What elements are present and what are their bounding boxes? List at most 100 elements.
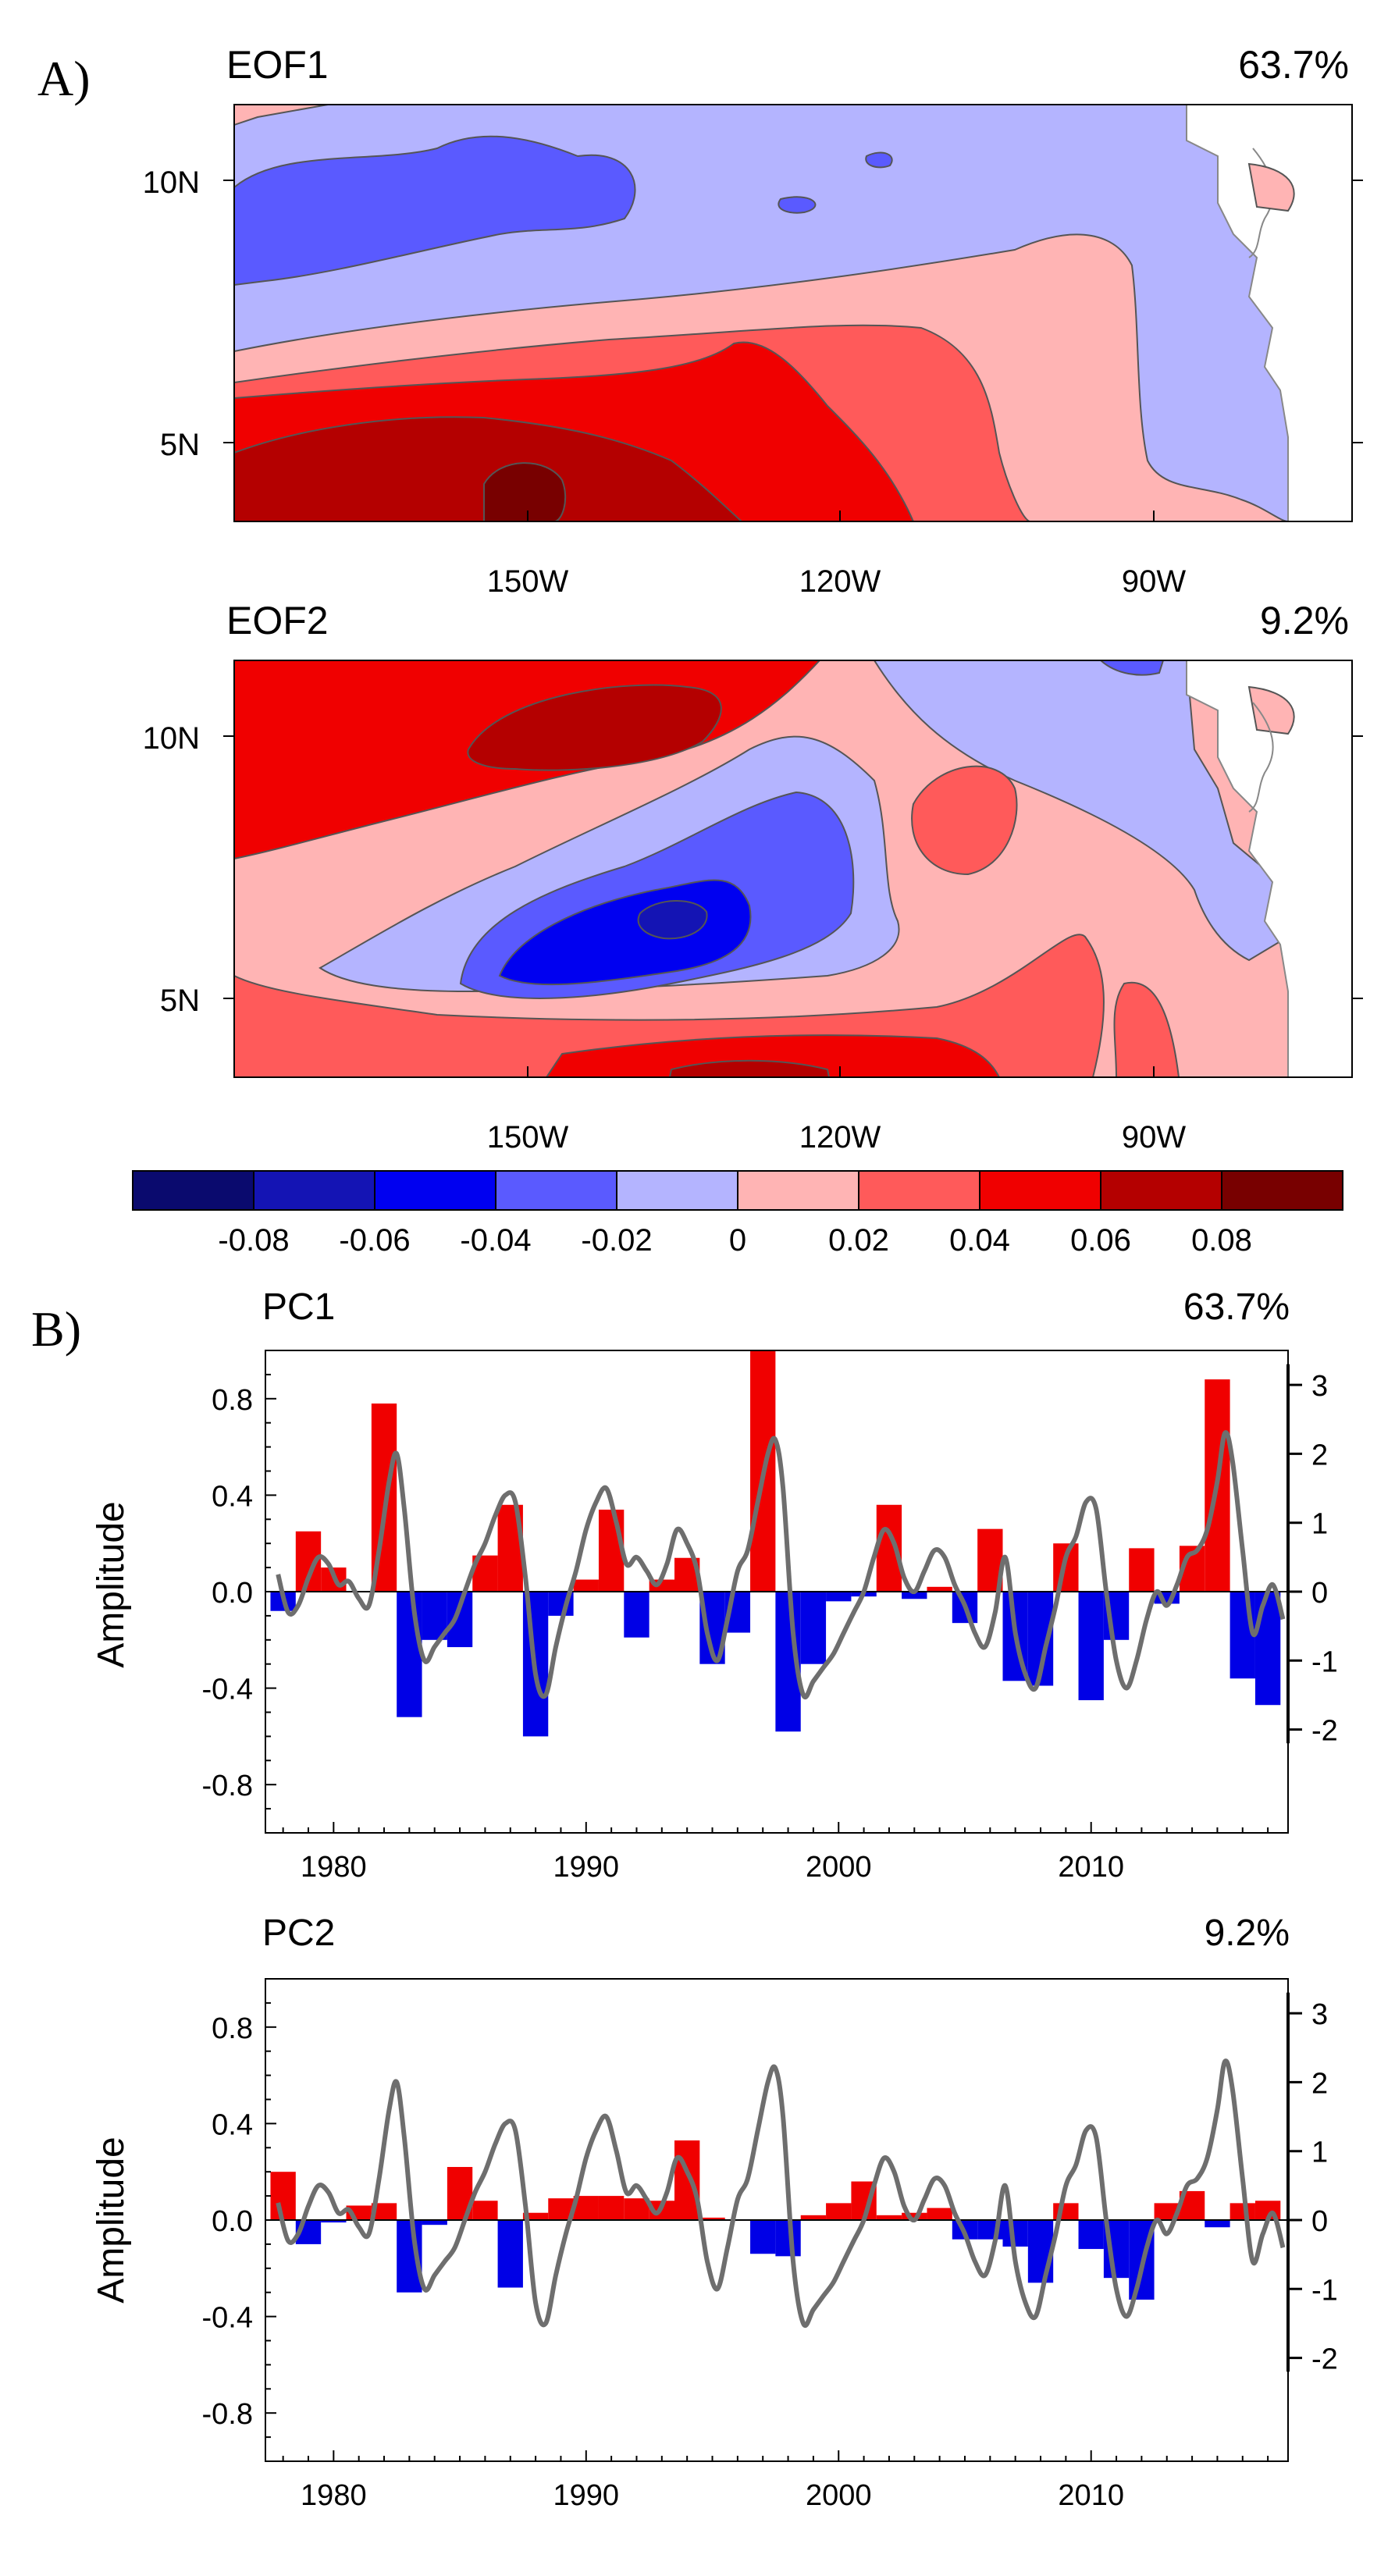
- colorbar-label: 0: [729, 1223, 746, 1258]
- eof2-band-neg-xlarge: [637, 899, 708, 940]
- pc2-plot-bar: [624, 2198, 649, 2220]
- colorbar-swatch: [737, 1170, 859, 1211]
- pc1-plot-y2tick-label: 0: [1311, 1577, 1328, 1610]
- colorbar-swatch: [1221, 1170, 1343, 1211]
- eof1-title: EOF1: [226, 43, 329, 87]
- eof2-xlabel-120w: 120W: [799, 1120, 881, 1155]
- pc2-plot-xtick-label: 2010: [1058, 2479, 1124, 2512]
- pc2-plot-bar: [270, 2172, 296, 2220]
- eof2-ylabel-10n: 10N: [143, 721, 200, 756]
- pc2-plot-bar: [371, 2203, 397, 2220]
- pc1-plot-ytick-label: 0.0: [212, 1577, 253, 1610]
- eof2-north-positive-core: [467, 684, 722, 771]
- eof2-xlabel-150w: 150W: [487, 1120, 569, 1155]
- eof2-east-negative: [873, 660, 1290, 962]
- colorbar-swatch: [253, 1170, 375, 1211]
- pc2-title: PC2: [262, 1912, 335, 1954]
- eof1-frame: [233, 104, 1353, 522]
- pc1-plot-bar: [800, 1592, 827, 1664]
- eof2-gulf-positive: [1247, 685, 1295, 735]
- pc2-plot-bar: [497, 2220, 523, 2288]
- pc2-plot-bar: [876, 2215, 902, 2220]
- colorbar-swatch: [1100, 1170, 1222, 1211]
- panel-a-letter: A): [37, 51, 91, 106]
- eof2-mid-positive: [911, 765, 1018, 876]
- eof2-title: EOF2: [226, 599, 329, 642]
- colorbar-label: -0.02: [581, 1223, 652, 1258]
- pc2-plot-bar: [750, 2220, 776, 2254]
- eof1-variance: 63.7%: [1238, 43, 1349, 87]
- pc2-plot-bar: [598, 2196, 625, 2220]
- pc2-plot-bar: [902, 2212, 927, 2220]
- pc1-variance: 63.7%: [1183, 1286, 1290, 1328]
- pc1-plot-series-line: [276, 1430, 1286, 1699]
- eof2-ylabel-5n: 5N: [160, 984, 200, 1018]
- eof2-xaxis: 150W 120W 90W: [487, 1066, 1186, 1155]
- eof2-yaxis: 10N 5N: [143, 721, 1363, 1018]
- pc2-plot-bar: [1002, 2220, 1028, 2247]
- eof1-negative-core: [234, 135, 636, 286]
- pc2-plot-y2tick-label: 3: [1311, 1998, 1328, 2031]
- eof2-frame: [233, 660, 1353, 1078]
- eof1-ylabel-5n: 5N: [160, 428, 200, 462]
- eof1-xlabel-150w: 150W: [487, 564, 569, 599]
- pc2-plot-bar: [1027, 2220, 1054, 2283]
- colorbar-label: -0.04: [460, 1223, 531, 1258]
- pc1-plot-bar: [573, 1579, 599, 1592]
- pc1-plot-ytick-label: -0.4: [202, 1674, 253, 1706]
- eof2-shading: [234, 660, 1352, 1077]
- pc2-plot-xtick-label: 1980: [301, 2479, 367, 2512]
- pc1-plot-bar: [927, 1586, 952, 1592]
- pc2-chart: PC2 9.2% Amplitude 0.80.40.0-0.4-0.83210…: [91, 1912, 1338, 2512]
- eof2-land-mask: [1186, 660, 1352, 1077]
- colorbar-swatch: [858, 1170, 980, 1211]
- pc1-plot-bar: [1078, 1592, 1104, 1701]
- pc2-variance: 9.2%: [1205, 1912, 1290, 1954]
- eof2-south-positive-large: [545, 1034, 1001, 1077]
- pc2-plot-y2tick-label: 2: [1311, 2067, 1328, 2100]
- pc1-plot-y2tick-label: -1: [1311, 1646, 1338, 1678]
- pc1-plot-bar: [826, 1592, 852, 1602]
- pc1-plot-y2tick-label: 1: [1311, 1508, 1328, 1541]
- pc1-plot-xtick-label: 1980: [301, 1851, 367, 1884]
- eof1-band-pos-max: [483, 462, 567, 521]
- colorbar: -0.08 -0.06 -0.04 -0.02 0 0.02 0.04 0.06 0.08: [132, 1170, 1343, 1258]
- pc2-plot-bar: [1154, 2203, 1180, 2220]
- eof1-map: EOF1 63.7% 10N 5N: [143, 43, 1363, 599]
- pc1-plot-bar: [1129, 1548, 1155, 1592]
- pc1-plot-y2tick-label: 3: [1311, 1370, 1328, 1403]
- colorbar-swatch: [374, 1170, 496, 1211]
- pc2-plot-bar: [1078, 2220, 1104, 2250]
- pc1-plot-y2tick-label: -2: [1311, 1715, 1338, 1748]
- colorbar-label: -0.06: [339, 1223, 410, 1258]
- pc2-plot-y2tick-label: -1: [1311, 2274, 1338, 2307]
- colorbar-swatch: [495, 1170, 617, 1211]
- eof1-corner-positive: [234, 105, 329, 126]
- pc2-plot-bar: [1230, 2203, 1255, 2220]
- pc2-plot-bar: [422, 2220, 447, 2226]
- eof1-small-negative-a: [778, 196, 817, 214]
- pc1-plot-bar: [1254, 1592, 1281, 1706]
- eof1-land-mask: [1186, 105, 1352, 521]
- pc2-plot-ytick-label: 0.4: [212, 2108, 253, 2141]
- eof1-gulf-positive: [1247, 162, 1295, 212]
- eof1-xaxis: 150W 120W 90W: [487, 511, 1186, 599]
- pc1-plot-bar: [1230, 1592, 1255, 1679]
- eof1-small-negative-b: [865, 151, 893, 169]
- colorbar-swatch: [616, 1170, 738, 1211]
- colorbar-label: -0.08: [218, 1223, 289, 1258]
- pc2-plot-bar: [522, 2212, 549, 2220]
- pc1-title: PC1: [262, 1286, 335, 1328]
- pc2-plot-bar: [674, 2140, 700, 2220]
- eof2-variance: 9.2%: [1260, 599, 1349, 642]
- eof2-south-positive-core: [668, 1059, 831, 1077]
- eof1-xlabel-90w: 90W: [1122, 564, 1186, 599]
- panel-b-letter: B): [31, 1301, 81, 1357]
- pc1-plot-bar: [624, 1592, 649, 1638]
- pc1-plot-ytick-label: -0.8: [202, 1770, 253, 1802]
- pc2-plot-series-line: [276, 2058, 1286, 2328]
- pc1-plot-xtick-label: 1990: [553, 1851, 620, 1884]
- pc2-plot-bar: [927, 2208, 952, 2220]
- pc2-plot-ytick-label: 0.0: [212, 2205, 253, 2238]
